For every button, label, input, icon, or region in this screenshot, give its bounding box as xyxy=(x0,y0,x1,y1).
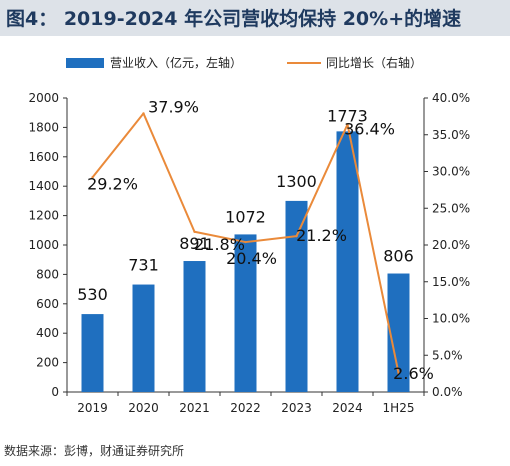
combo-chart: 0 200 400 600 800 1000 1200 1400 1600 1800 2000 0.0… xyxy=(28,55,470,415)
left-tick-label: 600 xyxy=(36,297,59,311)
bar xyxy=(336,131,359,392)
bar-value-label: 1300 xyxy=(276,172,317,191)
left-tick-label: 1200 xyxy=(28,209,59,223)
bar-value-label: 806 xyxy=(383,247,414,266)
x-tick-label: 2019 xyxy=(77,401,108,415)
bar-value-label: 891 xyxy=(179,234,210,253)
bar xyxy=(81,314,104,392)
line-point xyxy=(91,176,94,179)
line-point xyxy=(295,234,298,238)
line-point xyxy=(244,240,247,244)
line-point xyxy=(397,371,400,375)
left-tick-label: 2000 xyxy=(28,91,59,105)
right-tick-label: 35.0% xyxy=(432,128,470,142)
right-tick-label: 15.0% xyxy=(432,275,470,289)
left-tick-label: 1400 xyxy=(28,179,59,193)
bar-value-label: 530 xyxy=(77,285,108,304)
x-tick-label: 2022 xyxy=(230,401,261,415)
x-tick-label: 2021 xyxy=(179,401,210,415)
line-value-label: 37.9% xyxy=(148,97,199,116)
x-tick-label: 2020 xyxy=(128,401,159,415)
bar-value-label: 1072 xyxy=(225,207,266,226)
line-point xyxy=(346,123,349,126)
right-tick-label: 10.0% xyxy=(432,312,470,326)
title-bar: 图4： 2019-2024 年公司营收均保持 20%+的增速 xyxy=(0,0,510,36)
bar xyxy=(183,261,206,392)
right-tick-label: 0.0% xyxy=(432,385,463,399)
x-tick-label: 2023 xyxy=(281,401,312,415)
bar xyxy=(285,200,308,392)
line-value-label: 36.4% xyxy=(344,119,395,138)
legend-bar-label: 营业收入（亿元，左轴） xyxy=(110,55,242,70)
line-value-label: 21.8% xyxy=(194,235,245,254)
right-tick-label: 40.0% xyxy=(432,91,470,105)
left-tick-label: 1600 xyxy=(28,150,59,164)
left-tick-label: 1800 xyxy=(28,120,59,134)
data-labels: 53073189110721300177380629.2%37.9%21.8%2… xyxy=(77,97,434,382)
right-tick-label: 30.0% xyxy=(432,165,470,179)
legend-line-label: 同比增长（右轴） xyxy=(326,55,422,70)
bar xyxy=(132,284,155,392)
right-tick-label: 25.0% xyxy=(432,201,470,215)
line-point xyxy=(193,230,196,233)
line-value-label: 20.4% xyxy=(226,249,277,268)
legend-bar-swatch xyxy=(66,58,104,68)
left-tick-label: 800 xyxy=(36,267,59,281)
bar-value-label: 731 xyxy=(128,256,159,275)
axes: 0 200 400 600 800 1000 1200 1400 1600 1800 2000 0.0… xyxy=(28,91,470,415)
bar-value-label: 1773 xyxy=(327,106,368,125)
bars xyxy=(81,131,410,392)
line-value-label: 21.2% xyxy=(296,226,347,245)
left-tick-label: 0 xyxy=(51,385,59,399)
left-tick-label: 1000 xyxy=(28,238,59,252)
line-value-label: 2.6% xyxy=(393,364,434,383)
line-point xyxy=(142,112,145,115)
left-tick-label: 400 xyxy=(36,326,59,340)
source-note: 数据来源：彭博，财通证券研究所 xyxy=(4,444,185,458)
bar xyxy=(387,273,410,392)
right-tick-label: 5.0% xyxy=(432,348,463,362)
line-value-label: 29.2% xyxy=(87,174,138,193)
left-tick-label: 200 xyxy=(36,356,59,370)
chart-title: 图4： 2019-2024 年公司营收均保持 20%+的增速 xyxy=(6,8,462,30)
legend: 营业收入（亿元，左轴） 同比增长（右轴） xyxy=(66,55,422,70)
right-tick-label: 20.0% xyxy=(432,238,470,252)
x-tick-label: 2024 xyxy=(332,401,363,415)
growth-line xyxy=(91,112,400,375)
x-tick-label: 1H25 xyxy=(383,401,415,415)
bar xyxy=(234,234,257,392)
